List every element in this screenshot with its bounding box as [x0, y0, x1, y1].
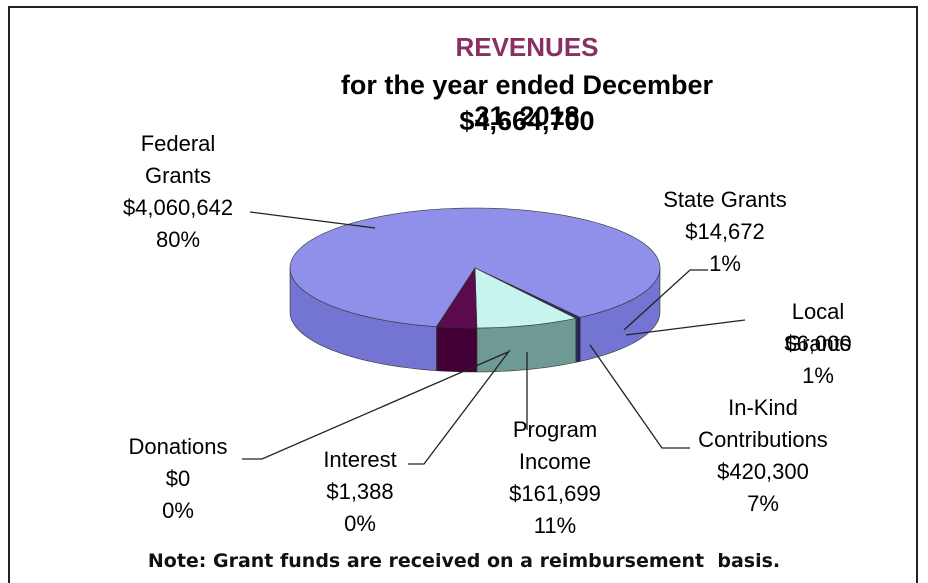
slice	[289, 207, 661, 328]
category-label: Donations	[128, 434, 228, 459]
slice-side	[576, 317, 581, 363]
slice	[474, 267, 577, 329]
leader-line	[408, 349, 511, 465]
value-label: $420,300	[717, 459, 809, 484]
value-label: $14,672	[685, 219, 765, 244]
frame	[8, 6, 918, 583]
slice-side	[436, 326, 478, 373]
value-label: $0	[165, 466, 191, 491]
leader-line	[589, 344, 690, 449]
note: Note: Grant funds are received on a reim…	[147, 550, 781, 572]
value-label: $161,699	[509, 481, 601, 506]
percent-label: 7%	[747, 491, 779, 516]
percent-label: 11%	[533, 513, 577, 538]
chart-title: REVENUES	[455, 32, 599, 62]
category-label: In-Kind Contributions	[698, 395, 828, 452]
leader-line	[242, 351, 509, 460]
slice	[436, 267, 478, 329]
leader-line	[623, 269, 708, 331]
category-label: Interest	[323, 447, 397, 472]
percent-label: 0%	[344, 511, 376, 536]
percent-label: 1%	[802, 363, 834, 388]
percent-label: 1%	[709, 251, 741, 276]
category-label: Federal Grants	[140, 131, 216, 188]
value-label: $6,000	[784, 331, 852, 356]
slice	[436, 267, 476, 327]
value-label: $4,060,642	[122, 195, 234, 220]
total-label: $4,664,700	[459, 106, 595, 136]
category-label: State Grants	[663, 187, 787, 212]
category-label: Local Grants	[784, 299, 852, 356]
value-label: $1,388	[326, 479, 394, 504]
percent-label: 0%	[162, 498, 194, 523]
category-label: Program Income	[512, 417, 598, 474]
leader-line	[249, 211, 376, 229]
leader-line	[625, 319, 746, 336]
percent-label: 80%	[155, 227, 201, 252]
chart-subtitle: for the year ended December 31, 2018	[340, 70, 714, 131]
